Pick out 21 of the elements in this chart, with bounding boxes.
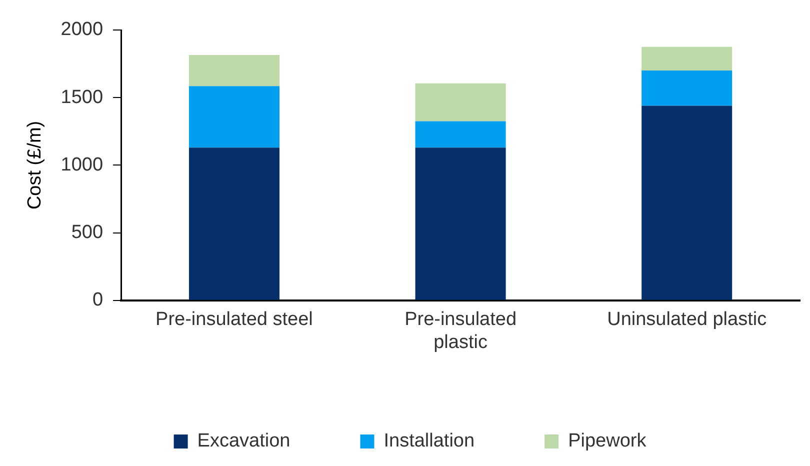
legend-label: Installation [384, 430, 475, 452]
x-tick-label: Pre-insulated steel [156, 309, 313, 330]
bar [415, 121, 506, 148]
bar [415, 148, 506, 300]
legend-label: Pipework [568, 430, 647, 452]
y-tick-label: 2000 [60, 19, 104, 40]
y-axis-title: Cost (£/m) [24, 120, 46, 210]
bar [188, 86, 280, 148]
y-tick-label: 0 [92, 290, 104, 311]
y-tick-label: 1000 [60, 154, 104, 176]
bar [415, 83, 506, 122]
bar [188, 148, 280, 300]
x-tick-label: Pre-insulated plastic [404, 309, 517, 353]
x-tick-label: Uninsulated plastic [607, 309, 767, 330]
bar [642, 46, 732, 71]
y-tick-label: 500 [71, 222, 104, 244]
y-tick-label: 1500 [60, 86, 104, 108]
bar [642, 106, 732, 300]
bar [188, 55, 280, 86]
bar [642, 70, 732, 106]
legend-label: Excavation [197, 430, 290, 452]
